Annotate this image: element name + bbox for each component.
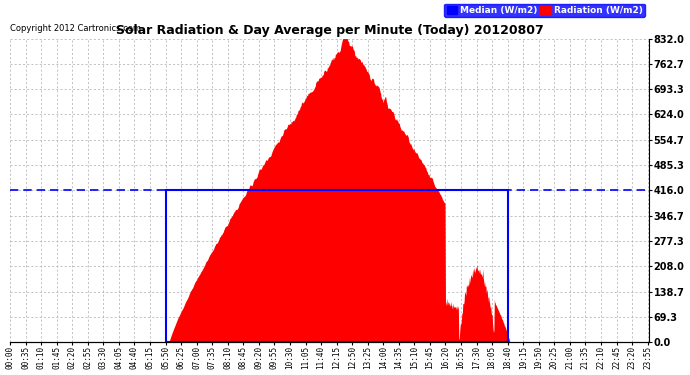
Bar [166, 190, 508, 342]
Title: Solar Radiation & Day Average per Minute (Today) 20120807: Solar Radiation & Day Average per Minute… [116, 24, 544, 38]
Text: Copyright 2012 Cartronics.com: Copyright 2012 Cartronics.com [10, 24, 141, 33]
Legend: Median (W/m2), Radiation (W/m2): Median (W/m2), Radiation (W/m2) [444, 4, 645, 17]
